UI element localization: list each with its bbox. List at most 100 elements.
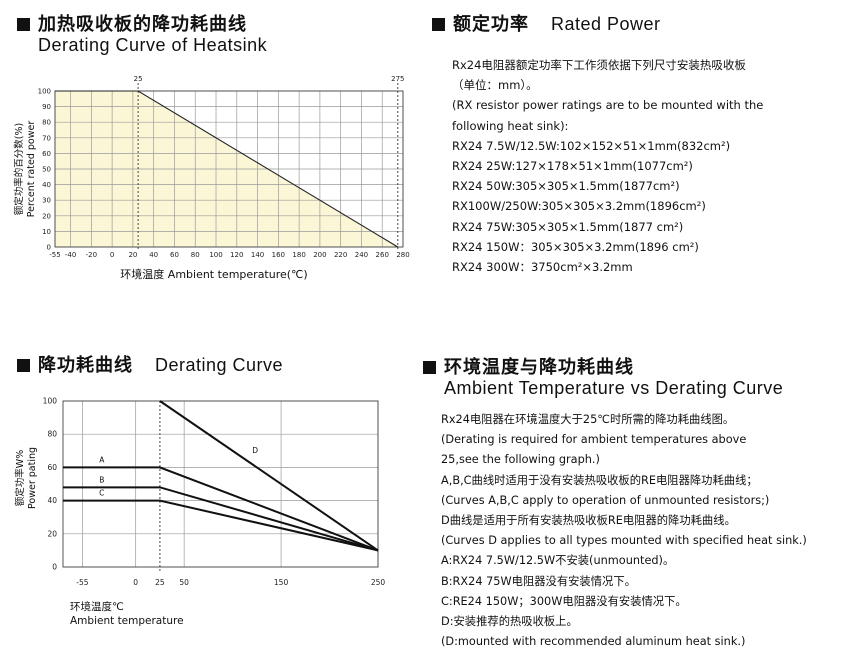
derating-curve-title-en: Derating Curve bbox=[155, 355, 284, 375]
x-tick-label: 240 bbox=[355, 251, 368, 259]
marker-label: 275 bbox=[391, 75, 404, 83]
y-tick-label: 60 bbox=[47, 463, 57, 472]
y-tick-label: 70 bbox=[42, 134, 51, 142]
ambient-line: A,B,C曲线时适用于没有安装热吸收板的RE电阻器降功耗曲线； bbox=[441, 473, 758, 487]
y-tick-label: 80 bbox=[47, 430, 57, 439]
rated-power-line: RX100W/250W:305×305×3.2mm(1896cm²) bbox=[452, 199, 706, 214]
y-tick-label: 30 bbox=[42, 197, 51, 205]
rated-power-text: Rx24电阻器额定功率下工作须依据下列尺寸安装热吸收板 （单位：mm）。 (RX… bbox=[452, 55, 763, 277]
x-tick-label: 40 bbox=[149, 251, 158, 259]
y-axis-label-en: Percent rated power bbox=[26, 121, 37, 218]
x-tick-label: 160 bbox=[272, 251, 285, 259]
series-label-A: A bbox=[99, 455, 105, 464]
ambient-line: Rx24电阻器在环境温度大于25℃时所需的降功耗曲线图。 bbox=[441, 413, 735, 426]
y-tick-label: 100 bbox=[43, 397, 58, 406]
x-tick-label: -55 bbox=[76, 578, 88, 587]
x-tick-label: 60 bbox=[170, 251, 179, 259]
rated-power-line: RX24 25W:127×178×51×1mm(1077cm²) bbox=[452, 159, 693, 174]
x-tick-label: 0 bbox=[110, 251, 114, 259]
x-tick-label: 50 bbox=[179, 578, 189, 587]
x-tick-label: 80 bbox=[191, 251, 200, 259]
y-tick-label: 20 bbox=[47, 529, 57, 538]
heatsink-derating-heading: 加热吸收板的降功耗曲线 Derating Curve of Heatsink bbox=[17, 10, 267, 56]
x-tick-label: 100 bbox=[209, 251, 222, 259]
y-axis-label-cn: 额定功率的百分数(%) bbox=[13, 123, 25, 215]
square-bullet-icon bbox=[17, 359, 30, 372]
y-tick-label: 90 bbox=[42, 103, 51, 111]
ambient-derating-text: Rx24电阻器在环境温度大于25℃时所需的降功耗曲线图。 (Derating i… bbox=[441, 410, 807, 652]
x-tick-label: 120 bbox=[230, 251, 243, 259]
y-tick-label: 0 bbox=[47, 244, 51, 252]
y-tick-label: 40 bbox=[47, 496, 57, 505]
square-bullet-icon bbox=[432, 18, 445, 31]
x-axis-label-en: Ambient temperature bbox=[70, 615, 184, 627]
series-line-D bbox=[159, 400, 379, 552]
x-tick-label: 220 bbox=[334, 251, 347, 259]
x-tick-label: -20 bbox=[86, 251, 97, 259]
ambient-line: B:RX24 75W电阻器没有安装情况下。 bbox=[441, 574, 636, 588]
series-line-A bbox=[63, 466, 379, 552]
heatsink-derating-title-en: Derating Curve of Heatsink bbox=[38, 35, 268, 55]
x-tick-label: -55 bbox=[49, 251, 60, 259]
plot-frame bbox=[54, 90, 404, 248]
rated-power-line: Rx24电阻器额定功率下工作须依据下列尺寸安装热吸收板 bbox=[452, 58, 746, 72]
ambient-derating-heading: 环境温度与降功耗曲线 Ambient Temperature vs Derati… bbox=[423, 353, 783, 399]
derating-curve-title-cn: 降功耗曲线 bbox=[38, 355, 133, 375]
x-tick-label: 140 bbox=[251, 251, 264, 259]
derating-curve-heading: 降功耗曲线 Derating Curve bbox=[17, 351, 283, 377]
heatsink-derating-title-cn: 加热吸收板的降功耗曲线 bbox=[38, 14, 247, 34]
x-tick-label: 20 bbox=[128, 251, 137, 259]
ambient-line: D:安装推荐的热吸收板上。 bbox=[441, 615, 578, 629]
x-tick-label: 25 bbox=[155, 578, 165, 587]
x-axis-label: 环境温度 Ambient temperature(℃) bbox=[120, 267, 307, 281]
rated-power-line: following heat sink): bbox=[452, 118, 569, 133]
rated-power-title-cn: 额定功率 bbox=[453, 14, 529, 34]
ambient-line: D曲线是适用于所有安装热吸收板RE电阻器的降功耗曲线。 bbox=[441, 514, 736, 528]
rated-power-heading: 额定功率 Rated Power bbox=[432, 10, 661, 36]
ambient-line: (Curves D applies to all types mounted w… bbox=[441, 534, 807, 548]
series-line-B bbox=[63, 486, 379, 552]
rated-power-line: RX24 75W:305×305×1.5mm(1877 cm²) bbox=[452, 219, 684, 234]
series-label-B: B bbox=[99, 475, 104, 484]
square-bullet-icon bbox=[423, 361, 436, 374]
y-tick-label: 100 bbox=[38, 88, 51, 96]
series-label-C: C bbox=[99, 489, 104, 498]
square-bullet-icon bbox=[17, 18, 30, 31]
x-axis-label-cn: 环境温度℃ bbox=[70, 600, 124, 613]
rated-power-line: （单位：mm）。 bbox=[452, 78, 538, 93]
y-tick-label: 10 bbox=[42, 228, 51, 236]
y-tick-label: 80 bbox=[42, 119, 51, 127]
y-tick-label: 40 bbox=[42, 181, 51, 189]
ambient-line: C:RE24 150W；300W电阻器没有安装情况下。 bbox=[441, 594, 687, 608]
rated-power-line: RX24 7.5W/12.5W:102×152×51×1mm(832cm²) bbox=[452, 138, 731, 153]
ambient-line: (Curves A,B,C apply to operation of unmo… bbox=[441, 493, 770, 507]
y-tick-label: 50 bbox=[42, 166, 51, 174]
ambient-line: (D:mounted with recommended aluminum hea… bbox=[441, 635, 746, 649]
y-tick-label: 60 bbox=[42, 150, 51, 158]
marker-label: 25 bbox=[134, 75, 143, 83]
rated-power-title-en: Rated Power bbox=[551, 14, 661, 34]
y-axis-label-cn: 额定功率W% bbox=[14, 450, 26, 506]
rated-power-line: RX24 150W：305×305×3.2mm(1896 cm²) bbox=[452, 239, 699, 254]
plot-frame bbox=[62, 400, 379, 568]
x-tick-label: 260 bbox=[376, 251, 389, 259]
rated-power-line: (RX resistor power ratings are to be mou… bbox=[452, 98, 764, 113]
x-tick-label: 150 bbox=[274, 578, 289, 587]
ambient-line: (Derating is required for ambient temper… bbox=[441, 433, 747, 447]
series-label-D: D bbox=[252, 446, 258, 455]
ambient-line: A:RX24 7.5W/12.5W不安装(unmounted)。 bbox=[441, 554, 675, 568]
x-tick-label: 0 bbox=[133, 578, 138, 587]
y-tick-label: 0 bbox=[52, 563, 57, 572]
ambient-derating-title-cn: 环境温度与降功耗曲线 bbox=[444, 357, 634, 377]
series-line-C bbox=[63, 499, 379, 552]
ambient-line: 25,see the following graph.) bbox=[441, 453, 600, 467]
x-tick-label: 280 bbox=[396, 251, 409, 259]
rated-power-line: RX24 50W:305×305×1.5mm(1877cm²) bbox=[452, 179, 680, 194]
x-tick-label: 250 bbox=[371, 578, 386, 587]
x-tick-label: 180 bbox=[292, 251, 305, 259]
ambient-derating-title-en: Ambient Temperature vs Derating Curve bbox=[444, 378, 784, 398]
rated-power-line: RX24 300W：3750cm²×3.2mm bbox=[452, 260, 633, 275]
y-axis-label-en: Power pating bbox=[27, 447, 38, 509]
